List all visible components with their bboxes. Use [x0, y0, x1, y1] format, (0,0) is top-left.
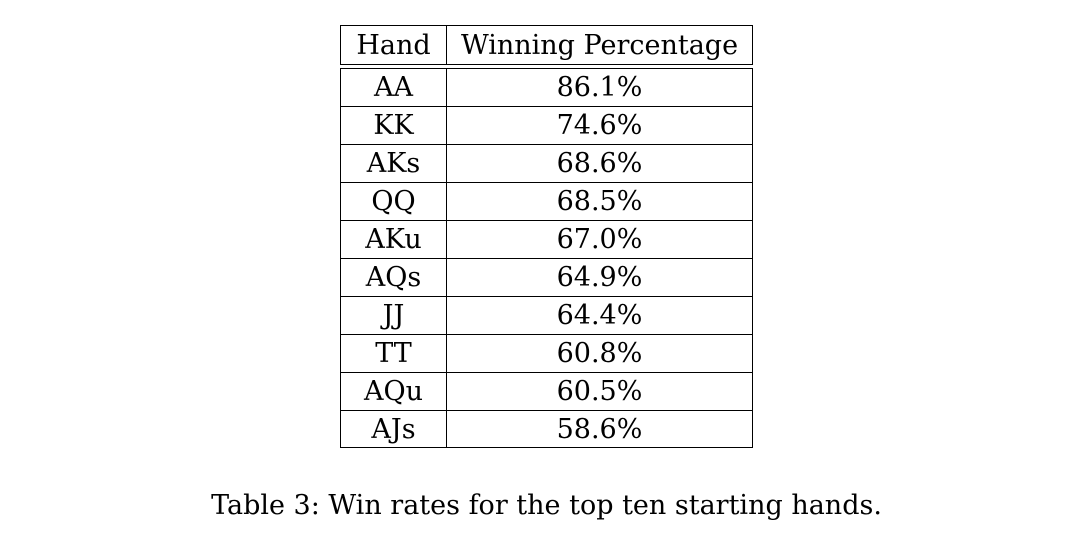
hand-cell: AQs [340, 258, 446, 296]
table-row: AA 86.1% [340, 68, 753, 106]
percentage-cell: 68.6% [446, 144, 753, 182]
table-row: AQs 64.9% [340, 258, 753, 296]
hand-cell: QQ [340, 182, 446, 220]
table-row: AJs 58.6% [340, 410, 753, 448]
hand-cell: AJs [340, 410, 446, 448]
hand-cell: AKu [340, 220, 446, 258]
hand-cell: KK [340, 106, 446, 144]
table-row: AQu 60.5% [340, 372, 753, 410]
percentage-cell: 64.9% [446, 258, 753, 296]
column-header-hand: Hand [340, 25, 446, 65]
table-row: JJ 64.4% [340, 296, 753, 334]
percentage-cell: 74.6% [446, 106, 753, 144]
table-caption: Table 3: Win rates for the top ten start… [211, 490, 882, 521]
table-row: QQ 68.5% [340, 182, 753, 220]
win-rate-table-container: Hand Winning Percentage AA 86.1% KK 74.6… [340, 25, 753, 448]
column-header-winning-percentage: Winning Percentage [446, 25, 753, 65]
hand-cell: TT [340, 334, 446, 372]
win-rate-table: Hand Winning Percentage AA 86.1% KK 74.6… [340, 25, 753, 448]
percentage-cell: 86.1% [446, 68, 753, 106]
table-row: TT 60.8% [340, 334, 753, 372]
percentage-cell: 58.6% [446, 410, 753, 448]
hand-cell: AQu [340, 372, 446, 410]
percentage-cell: 68.5% [446, 182, 753, 220]
hand-cell: JJ [340, 296, 446, 334]
hand-cell: AA [340, 68, 446, 106]
table-row: AKs 68.6% [340, 144, 753, 182]
percentage-cell: 60.5% [446, 372, 753, 410]
table-row: AKu 67.0% [340, 220, 753, 258]
percentage-cell: 67.0% [446, 220, 753, 258]
percentage-cell: 60.8% [446, 334, 753, 372]
hand-cell: AKs [340, 144, 446, 182]
table-header-row: Hand Winning Percentage [340, 25, 753, 65]
table-row: KK 74.6% [340, 106, 753, 144]
percentage-cell: 64.4% [446, 296, 753, 334]
